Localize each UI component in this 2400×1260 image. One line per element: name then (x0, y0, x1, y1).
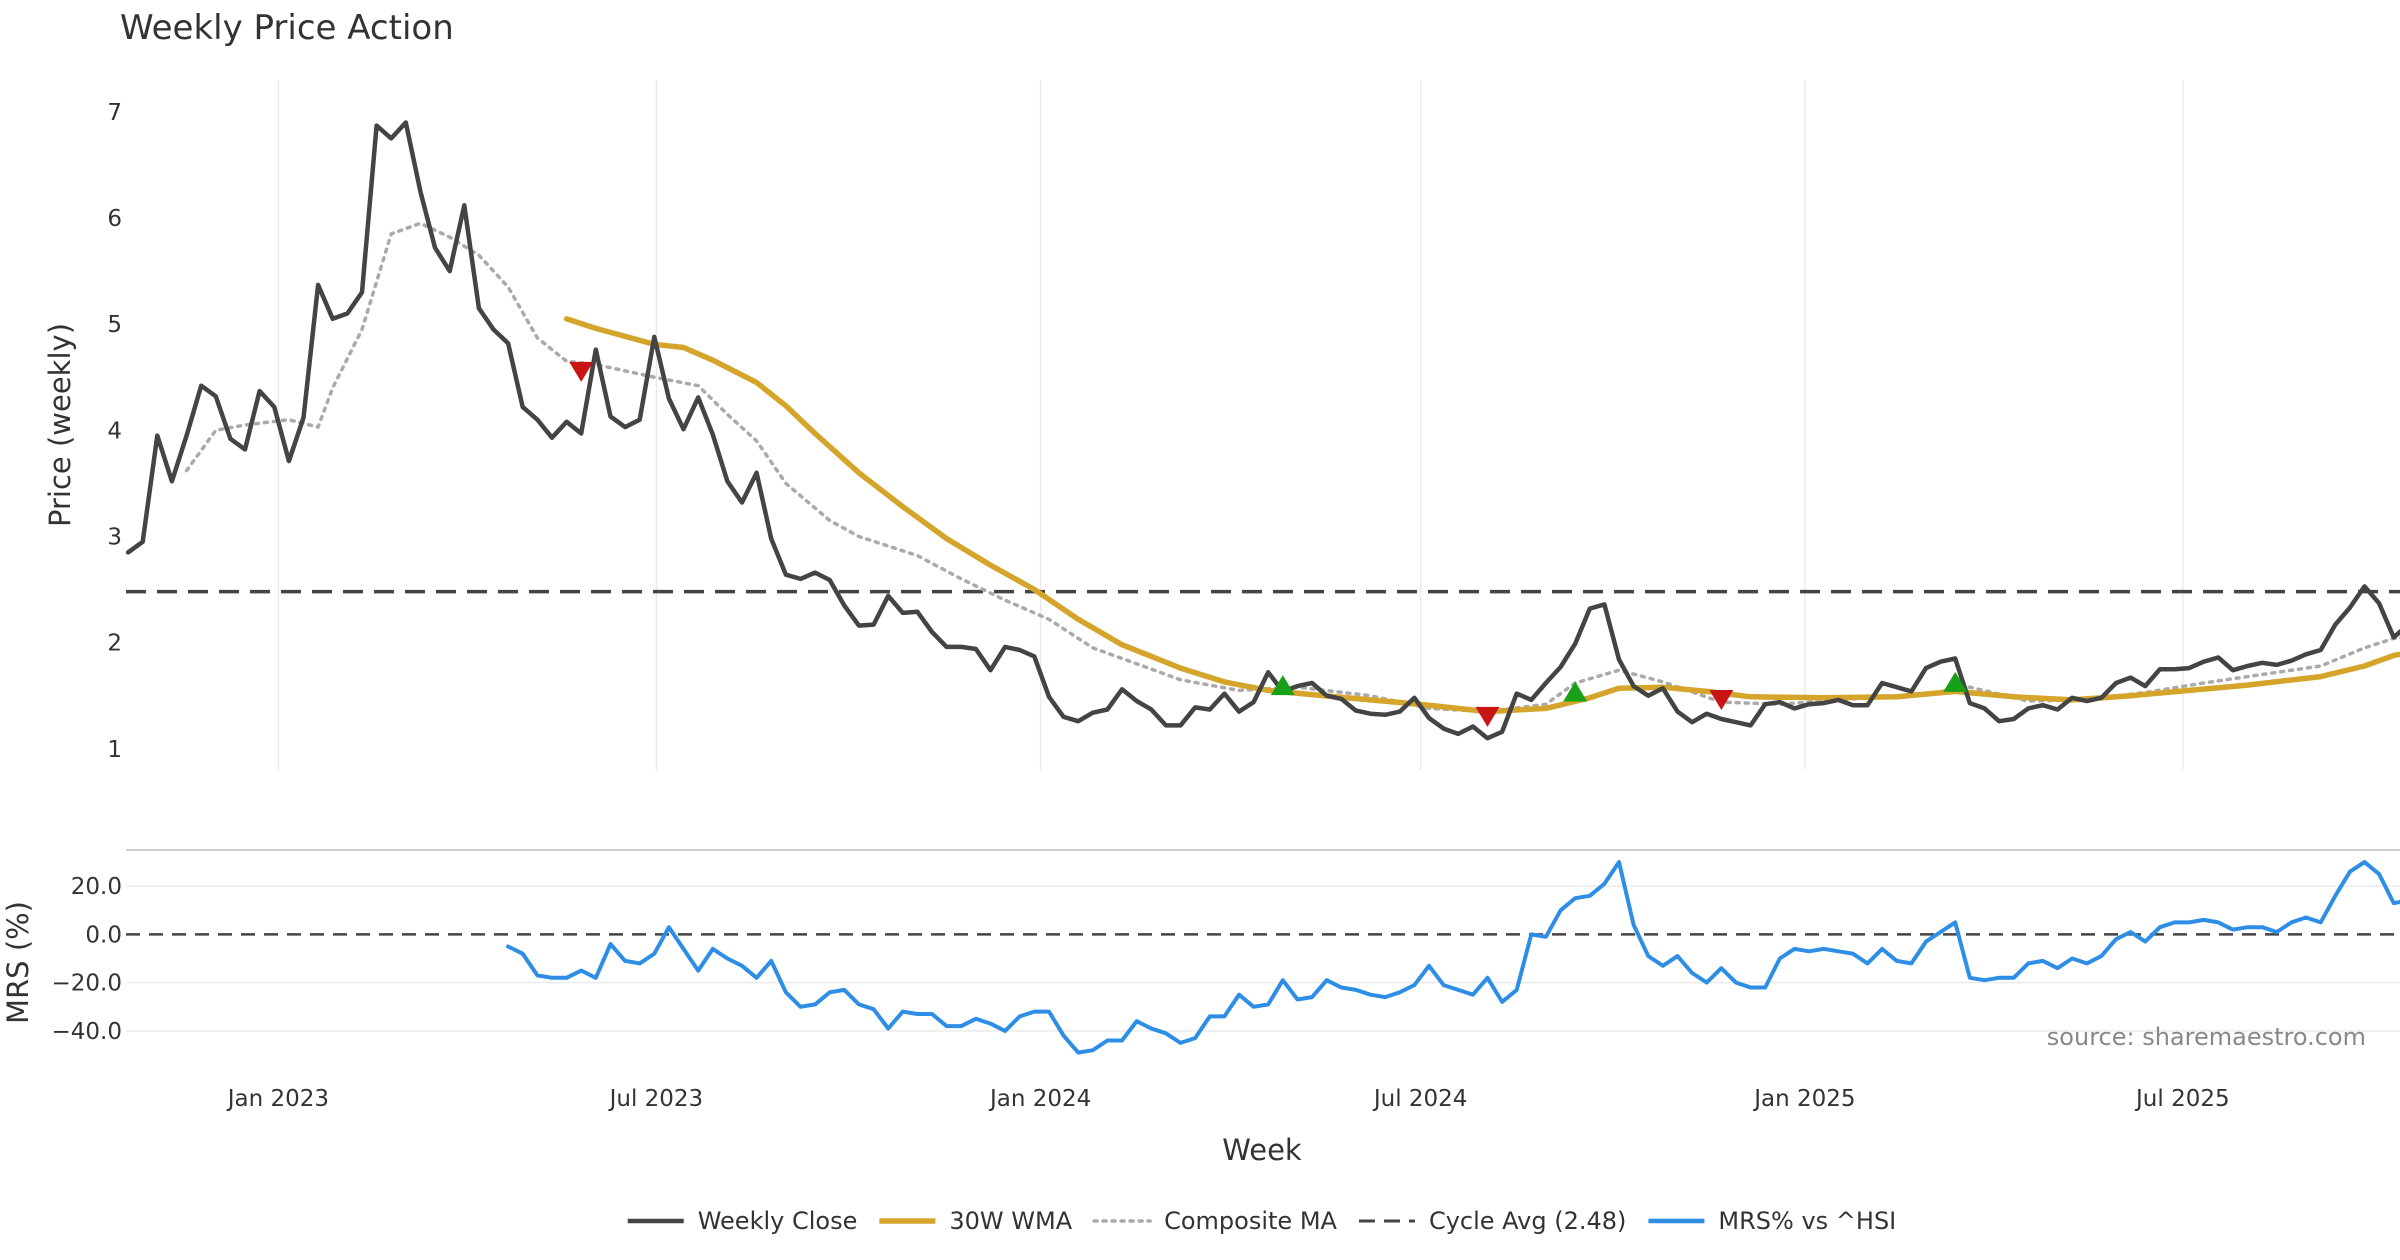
legend-item-cycle: Cycle Avg (2.48) (1358, 1207, 1626, 1235)
x-tick-label: Jan 2025 (1752, 1086, 1855, 1112)
buy-signal-marker (1943, 671, 1968, 692)
x-tick-label: Jan 2023 (226, 1086, 329, 1112)
mrs-y-tick-label: 20.0 (71, 874, 122, 900)
legend: Weekly Close 30W WMA Composite MA Cycle Avg… (627, 1207, 1896, 1235)
price-y-tick-label: 3 (107, 524, 122, 550)
price-y-tick-label: 6 (107, 206, 122, 232)
legend-item-mrs: MRS% vs ^HSI (1648, 1207, 1896, 1235)
mrs-y-tick-label: 0.0 (85, 922, 122, 948)
x-axis-title: Week (1222, 1133, 1302, 1167)
mrs-y-axis-title: MRS (%) (1, 901, 35, 1024)
legend-label-close: Weekly Close (698, 1207, 858, 1235)
mrs-y-tick-label: −40.0 (52, 1019, 122, 1045)
x-tick-label: Jan 2024 (988, 1086, 1091, 1112)
buy-signal-marker (1563, 681, 1588, 702)
series-mrs-line (506, 860, 2400, 1055)
series-composite-line (184, 221, 2400, 714)
price-y-tick-label: 2 (107, 631, 122, 657)
price-panel: 1 2 3 4 5 6 7 Price (weekly) (43, 80, 2400, 770)
sell-signal-marker (1475, 706, 1500, 727)
buy-signal-marker (1270, 675, 1295, 696)
legend-label-mrs: MRS% vs ^HSI (1718, 1207, 1896, 1235)
x-tick-label: Jul 2024 (1372, 1086, 1468, 1112)
legend-item-close: Weekly Close (627, 1207, 858, 1235)
price-y-axis-title: Price (weekly) (43, 323, 77, 527)
sell-signal-marker (569, 361, 594, 382)
legend-item-composite: Composite MA (1092, 1207, 1338, 1235)
x-tick-label: Jul 2025 (2134, 1086, 2230, 1112)
series-close-line (125, 120, 2400, 741)
legend-label-cycle: Cycle Avg (2.48) (1429, 1207, 1626, 1235)
source-note: source: sharemaestro.com (2047, 1023, 2366, 1051)
x-axis: Jan 2023 Jul 2023 Jan 2024 Jul 2024 Jan 2025… (226, 1086, 2230, 1112)
legend-label-wma: 30W WMA (949, 1207, 1072, 1235)
legend-item-wma: 30W WMA (879, 1207, 1073, 1235)
series-wma-line (563, 316, 2400, 715)
sell-signal-marker (1709, 689, 1734, 710)
price-y-tick-label: 5 (107, 312, 122, 338)
price-y-tick-label: 7 (107, 100, 122, 126)
mrs-panel: 20.0 0.0 −20.0 −40.0 MRS (%) (1, 849, 2400, 1055)
chart-title: Weekly Price Action (120, 8, 454, 48)
price-y-tick-label: 1 (107, 737, 122, 763)
legend-label-composite: Composite MA (1164, 1207, 1337, 1235)
price-y-tick-label: 4 (107, 418, 122, 444)
mrs-y-tick-label: −20.0 (52, 971, 122, 997)
x-tick-label: Jul 2023 (608, 1086, 704, 1112)
